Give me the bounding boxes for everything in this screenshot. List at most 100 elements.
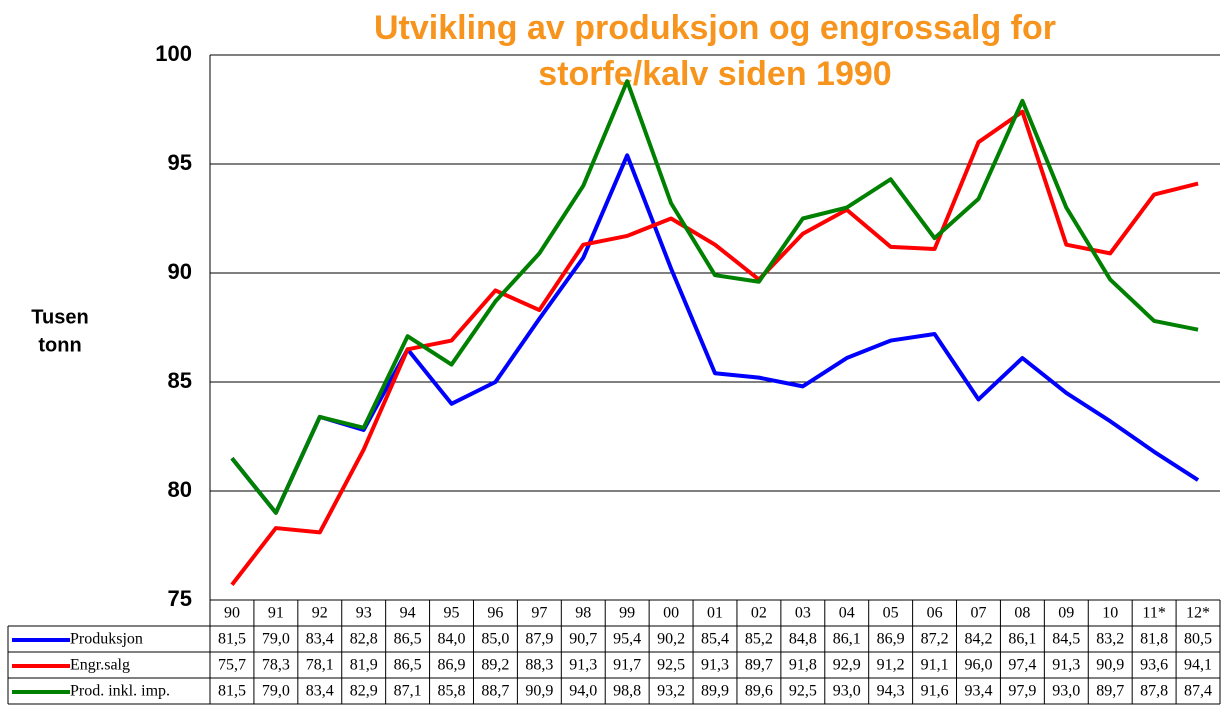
table-value: 86,1 <box>833 631 861 648</box>
table-value: 85,4 <box>701 631 729 648</box>
table-value: 88,3 <box>525 657 553 674</box>
table-value: 92,5 <box>657 657 685 674</box>
table-value: 86,9 <box>438 657 466 674</box>
x-tick-label: 10 <box>1102 605 1118 622</box>
table-value: 87,8 <box>1140 683 1168 700</box>
table-value: 91,3 <box>701 657 729 674</box>
table-value: 87,9 <box>525 631 553 648</box>
chart-title: Utvikling av produksjon og engrossalg fo… <box>374 9 1056 47</box>
table-value: 78,3 <box>262 657 290 674</box>
x-tick-label: 93 <box>356 605 372 622</box>
table-value: 86,9 <box>877 631 905 648</box>
table-value: 90,7 <box>569 631 597 648</box>
x-tick-label: 98 <box>575 605 591 622</box>
table-value: 91,7 <box>613 657 641 674</box>
table-value: 79,0 <box>262 683 290 700</box>
table-value: 85,2 <box>745 631 773 648</box>
x-tick-label: 90 <box>224 605 240 622</box>
legend-label: Prod. inkl. imp. <box>70 683 170 700</box>
x-tick-label: 96 <box>487 605 503 622</box>
table-value: 89,6 <box>745 683 773 700</box>
table-value: 82,8 <box>350 631 378 648</box>
line-series <box>230 79 1199 515</box>
y-tick-label: 75 <box>168 586 192 611</box>
table-value: 87,2 <box>921 631 949 648</box>
x-tick-label: 97 <box>531 605 547 622</box>
table-value: 90,9 <box>525 683 553 700</box>
x-tick-label: 94 <box>400 605 416 622</box>
table-value: 96,0 <box>964 657 992 674</box>
table-value: 86,5 <box>394 657 422 674</box>
table-value: 91,6 <box>921 683 949 700</box>
table-value: 93,2 <box>657 683 685 700</box>
table-value: 81,5 <box>218 683 246 700</box>
table-value: 85,0 <box>481 631 509 648</box>
legend-label: Engr.salg <box>70 657 130 674</box>
y-tick-label: 85 <box>168 368 192 393</box>
table-value: 83,4 <box>306 683 334 700</box>
y-axis-label: Tusen <box>31 306 88 328</box>
table-value: 91,3 <box>569 657 597 674</box>
table-value: 97,9 <box>1008 683 1036 700</box>
table-value: 84,2 <box>964 631 992 648</box>
x-tick-label: 08 <box>1014 605 1030 622</box>
table-value: 88,7 <box>481 683 509 700</box>
table-value: 82,9 <box>350 683 378 700</box>
line-series <box>230 109 1199 586</box>
table-value: 97,4 <box>1008 657 1036 674</box>
chart-title: storfe/kalv siden 1990 <box>538 55 891 93</box>
table-value: 94,0 <box>569 683 597 700</box>
table-value: 89,7 <box>1096 683 1124 700</box>
x-tick-label: 01 <box>707 605 723 622</box>
y-tick-label: 90 <box>168 259 192 284</box>
table-value: 87,1 <box>394 683 422 700</box>
table-value: 81,8 <box>1140 631 1168 648</box>
y-axis-label: tonn <box>38 334 81 356</box>
table-value: 80,5 <box>1184 631 1212 648</box>
line-series <box>230 153 1200 515</box>
legend-label: Produksjon <box>70 631 143 648</box>
x-tick-label: 91 <box>268 605 284 622</box>
table-value: 94,3 <box>877 683 905 700</box>
table-value: 86,5 <box>394 631 422 648</box>
table-value: 98,8 <box>613 683 641 700</box>
table-value: 92,9 <box>833 657 861 674</box>
table-value: 78,1 <box>306 657 334 674</box>
table-value: 75,7 <box>218 657 246 674</box>
y-tick-label: 95 <box>168 150 192 175</box>
table-value: 95,4 <box>613 631 641 648</box>
x-tick-label: 06 <box>927 605 943 622</box>
table-value: 83,4 <box>306 631 334 648</box>
table-value: 86,1 <box>1008 631 1036 648</box>
table-value: 87,4 <box>1184 683 1212 700</box>
x-tick-label: 00 <box>663 605 679 622</box>
table-value: 91,2 <box>877 657 905 674</box>
table-value: 84,5 <box>1052 631 1080 648</box>
y-tick-label: 100 <box>155 41 192 66</box>
x-tick-label: 95 <box>444 605 460 622</box>
table-value: 84,8 <box>789 631 817 648</box>
table-value: 89,2 <box>481 657 509 674</box>
x-tick-label: 04 <box>839 605 855 622</box>
table-value: 89,7 <box>745 657 773 674</box>
table-value: 93,4 <box>964 683 992 700</box>
x-tick-label: 05 <box>883 605 899 622</box>
table-value: 91,1 <box>921 657 949 674</box>
table-value: 90,9 <box>1096 657 1124 674</box>
table-value: 81,9 <box>350 657 378 674</box>
table-value: 83,2 <box>1096 631 1124 648</box>
table-value: 91,8 <box>789 657 817 674</box>
table-value: 81,5 <box>218 631 246 648</box>
x-tick-label: 92 <box>312 605 328 622</box>
x-tick-label: 07 <box>970 605 986 622</box>
table-value: 93,0 <box>1052 683 1080 700</box>
table-value: 89,9 <box>701 683 729 700</box>
table-value: 91,3 <box>1052 657 1080 674</box>
x-tick-label: 09 <box>1058 605 1074 622</box>
table-value: 85,8 <box>438 683 466 700</box>
x-tick-label: 03 <box>795 605 811 622</box>
table-value: 94,1 <box>1184 657 1212 674</box>
table-value: 79,0 <box>262 631 290 648</box>
table-value: 92,5 <box>789 683 817 700</box>
